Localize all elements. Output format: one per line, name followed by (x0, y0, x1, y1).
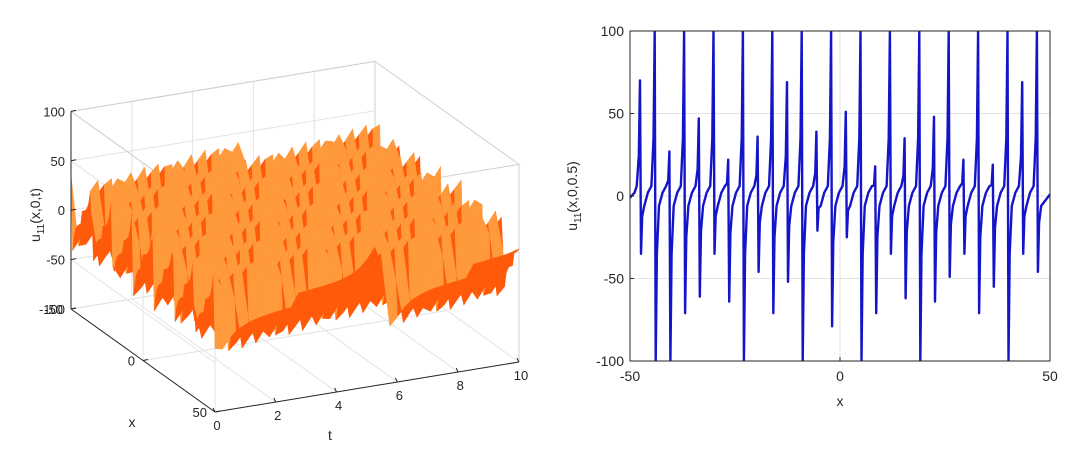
t-tick-label: 8 (457, 378, 464, 393)
surface-z-axis-label: u11(x,0,t) (27, 188, 47, 242)
x-tick-label: 50 (193, 405, 207, 420)
z-tick-label: 0 (58, 203, 65, 218)
z-gridline (70, 110, 376, 162)
x-gridline (142, 310, 448, 361)
z-tick-label: 50 (51, 154, 65, 169)
z-tick-mark (70, 208, 77, 211)
t-tick-label: 0 (213, 418, 220, 433)
x-tick-label: -50 (620, 368, 640, 384)
surface-t-ticks: 0 2 4 6 8 10 (212, 357, 528, 433)
y-tick-label: 0 (616, 188, 624, 204)
surface-patch (213, 272, 223, 350)
y-tick-label: -100 (596, 353, 624, 369)
x-tick-mark (70, 307, 77, 310)
z-tick-label: -50 (46, 253, 65, 268)
surface-x-axis-label: x (129, 414, 136, 430)
surface-patch (161, 267, 172, 284)
surface-patch (141, 253, 151, 269)
line-x-axis-label: x (837, 393, 844, 409)
t-tick-mark (516, 357, 520, 363)
line-y-axis-label: u11(x,0,0.5) (564, 161, 584, 231)
x-tick-label: -50 (44, 302, 63, 317)
y-tick-label: -50 (604, 271, 624, 287)
y-tick-label: 50 (608, 106, 624, 122)
x-tick-label: 0 (128, 354, 135, 369)
line-series (630, 31, 1050, 361)
x-tick-mark (142, 359, 149, 361)
t-tick-mark (212, 407, 216, 413)
y-tick-label: 100 (601, 23, 625, 39)
surface-patch (80, 209, 91, 225)
t-axis-line (214, 361, 520, 413)
t-tick-mark (273, 397, 277, 403)
z-tick-label: -100 (39, 302, 65, 317)
z-tick-mark (70, 159, 77, 162)
z-tick-mark (70, 109, 77, 112)
t-tick-label: 6 (396, 388, 403, 403)
t-tick-label: 4 (335, 398, 342, 413)
t-tick-label: 10 (514, 368, 528, 383)
t-tick-label: 2 (274, 408, 281, 423)
x-tick-label: 0 (836, 368, 844, 384)
surface-x-ticks: -50 0 50 (44, 302, 221, 420)
x-tick-label: 50 (1042, 368, 1058, 384)
z-tick-mark (70, 258, 77, 261)
t-tick-mark (455, 367, 459, 373)
t-tick-mark (394, 377, 398, 383)
x-tick-mark (214, 410, 221, 413)
surface-t-axis-label: t (328, 427, 332, 443)
z-tick-label: 100 (43, 104, 65, 119)
surface-mesh (70, 124, 520, 352)
surface-patch (509, 248, 520, 254)
t-tick-mark (334, 387, 338, 393)
